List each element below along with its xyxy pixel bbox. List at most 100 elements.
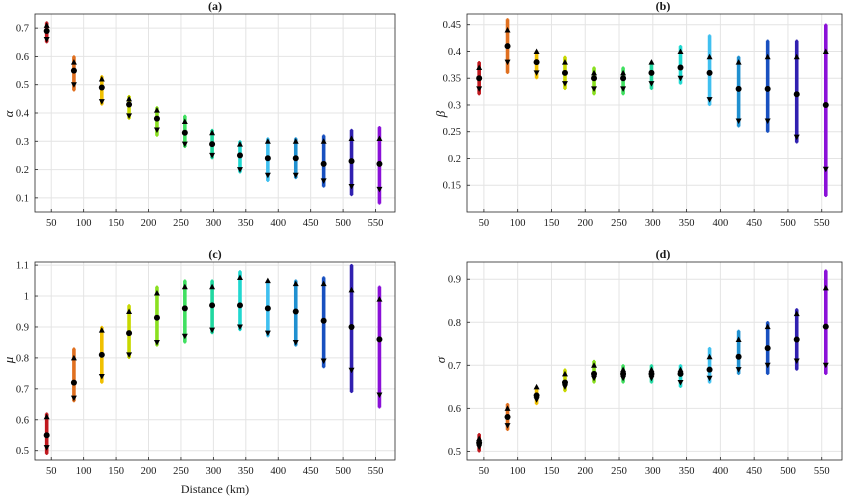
panel-c-mean-point [264, 305, 271, 312]
panel-c-mean-point [98, 351, 105, 358]
panel-c-max-point [210, 279, 214, 282]
panel-b-max-point [621, 66, 625, 69]
panel-a-upper-marker [264, 138, 271, 144]
panel-a: 50 100 150 200 250 300 350 400 450 500 550 0.1 0.2 0.… [1, 0, 396, 229]
panel-d-upper-marker [476, 435, 483, 441]
panel-d-mean-point [620, 370, 627, 377]
panel-c-min-point [322, 365, 325, 369]
panel-c-lower-marker [292, 339, 299, 346]
panel-c-min-point [155, 344, 159, 347]
panel-d-xtick-label: 50 [479, 466, 490, 477]
panel-d-min-point [824, 372, 827, 376]
panel-a-lower-marker [126, 113, 133, 119]
panel-d-xtick-label: 150 [544, 466, 560, 477]
panel-b-max-point [737, 55, 740, 59]
panel-d-lower-marker [764, 362, 771, 369]
panel-a-upper-marker [126, 95, 133, 102]
panel-d-max-point [795, 308, 798, 311]
panel-a-mean-point [181, 129, 188, 136]
panel-a-max-point [378, 125, 381, 129]
panel-c-ytick-label: 0.6 [16, 415, 29, 426]
panel-d-max-point [477, 432, 481, 436]
panel-b-max-point [824, 23, 827, 26]
panel-c-xtick-label: 150 [108, 466, 124, 477]
panel-c-max-point [378, 285, 381, 288]
panel-c-mean-point [209, 302, 216, 309]
panel-d-max-point [824, 269, 827, 272]
panel-c-max-point [155, 285, 159, 288]
panel-a-xtick-label: 100 [76, 218, 92, 229]
panel-d-mean-point [793, 336, 800, 343]
panel-d-ytick-label: 0.7 [448, 361, 461, 372]
panel-b-min-point [766, 130, 769, 133]
panel-a-mean-point [43, 27, 50, 34]
panel-d-upper-marker [591, 362, 598, 368]
panel-b-min-point [824, 194, 827, 198]
panel-c-min-point [350, 390, 353, 394]
panel-b-upper-marker [764, 53, 771, 60]
panel-a-lower-marker [209, 152, 216, 159]
panel-b-xtick-label: 550 [814, 218, 830, 229]
panel-d-spread-bar [707, 348, 712, 383]
panel-c-min-point [294, 344, 297, 347]
panel-b-mean-point [561, 69, 568, 76]
panel-d-upper-marker [793, 310, 800, 317]
panel-c-ytick-label: 0.5 [16, 446, 29, 457]
panel-c-min-point [100, 381, 104, 384]
panel-a-min-point [322, 185, 325, 188]
panel-c-upper-marker [98, 327, 105, 333]
panel-c-spread-bar [377, 286, 382, 408]
panel-a-max-point [72, 55, 76, 58]
panel-c-ytick-label: 0.9 [16, 322, 29, 333]
panel-b-upper-marker [822, 48, 829, 54]
panel-c-min-point [210, 331, 214, 335]
panel-b-lower-marker [677, 75, 684, 82]
panel-c-spread-bar [238, 271, 242, 331]
panel-b-max-point [708, 34, 711, 37]
panel-b-lower-marker [648, 81, 655, 87]
panel-b-mean-point [504, 43, 511, 50]
panel-c-lower-marker [320, 358, 327, 364]
panel-b-xtick-label: 400 [713, 218, 729, 229]
panel-b-upper-marker [476, 64, 483, 71]
panel-a-xtick-label: 50 [46, 218, 57, 229]
panel-c-ytick-label: 0.7 [16, 384, 29, 395]
panel-a-max-point [183, 114, 187, 118]
panel-d-mean-point [822, 323, 829, 330]
panel-b-ytick-label: 0.35 [443, 74, 461, 85]
panel-a-mean-point [70, 67, 77, 74]
panel-c-lower-marker [70, 395, 77, 402]
panel-d-min-point [708, 381, 711, 384]
panel-c-upper-marker [209, 283, 216, 290]
panel-d-mean-point [706, 366, 713, 373]
panel-b-xtick-label: 450 [746, 218, 762, 229]
panel-c-upper-marker [153, 289, 160, 296]
panel-d-upper-marker [677, 366, 684, 373]
panel-c-upper-marker [126, 308, 133, 314]
panel-d-xtick-label: 500 [780, 466, 796, 477]
panel-c-max-point [350, 263, 353, 267]
panel-d-mean-point [591, 370, 598, 377]
panel-a-max-point [350, 128, 353, 132]
panel-d-mean-point [735, 353, 742, 360]
panel-d-mean-point [561, 379, 568, 386]
panel-a-lower-marker [376, 186, 383, 193]
panel-b-lower-marker [764, 118, 771, 125]
panel-d-ytick-label: 0.9 [448, 275, 461, 286]
panel-c-max-point [72, 347, 76, 350]
panel-a-mean-point [320, 160, 327, 167]
panel-a-upper-marker [70, 59, 77, 65]
panel-c-ytick-label: 1.1 [16, 261, 29, 272]
panel-c-upper-marker [70, 354, 77, 361]
panel-c-max-point [127, 304, 131, 307]
panel-d-min-point [535, 402, 538, 406]
panel-c-xtick-label: 350 [238, 466, 254, 477]
panel-b-upper-marker [793, 53, 800, 60]
panel-c-max-point [183, 279, 187, 282]
panel-b-xtick-label: 150 [544, 218, 560, 229]
panel-b-lower-marker [793, 134, 800, 141]
panel-a-mean-point [126, 101, 133, 108]
panel-c-mean-point [376, 336, 383, 343]
panel-d-xtick-label: 100 [510, 466, 526, 477]
panel-d-upper-marker [561, 370, 568, 377]
